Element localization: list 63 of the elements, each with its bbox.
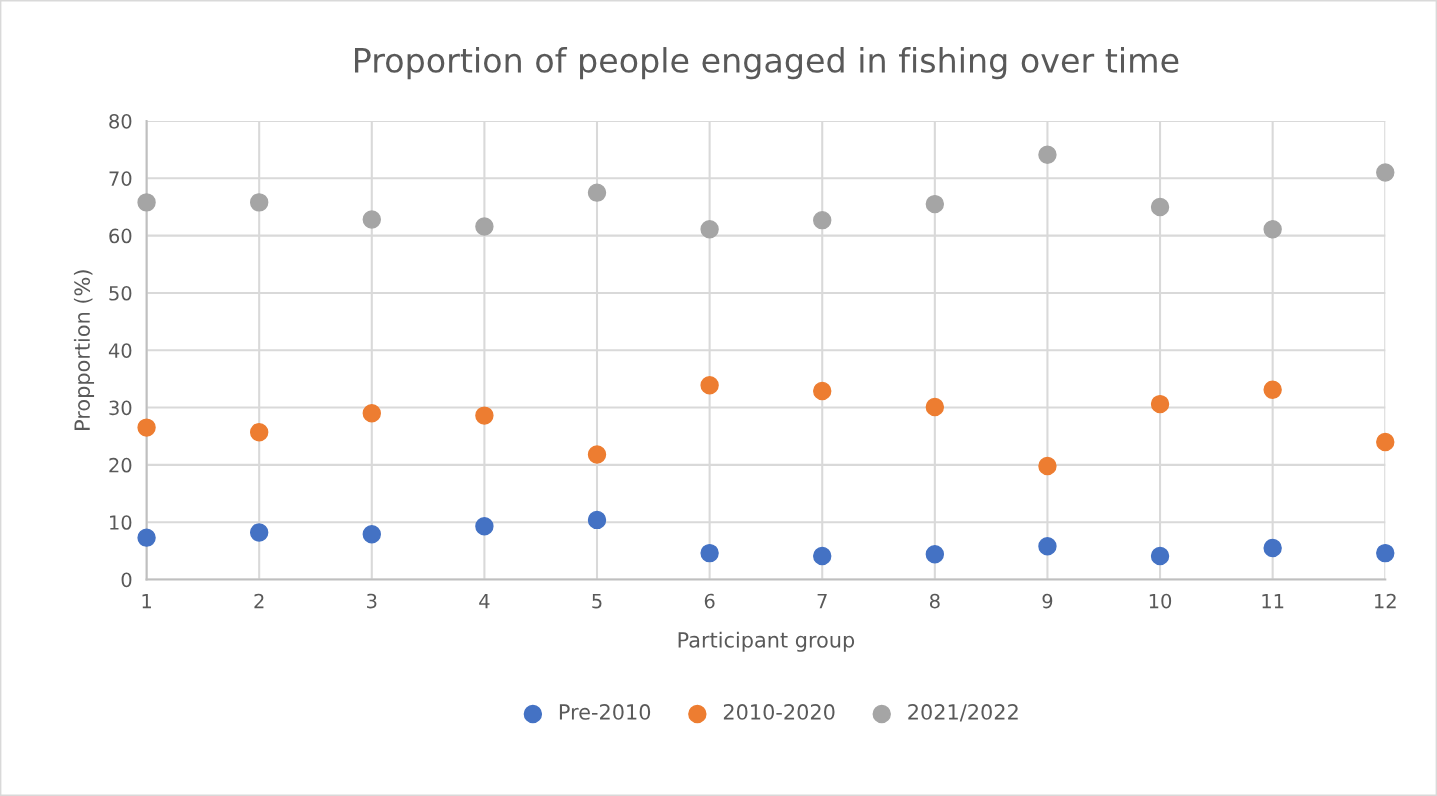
point	[1150, 546, 1170, 566]
y-tick-label: 50	[109, 285, 132, 301]
point	[700, 375, 719, 395]
x-tick-label: 8	[929, 593, 940, 609]
point	[925, 545, 945, 564]
x-tick-label: 4	[479, 593, 490, 609]
point	[475, 516, 494, 536]
y-tick-label: 20	[109, 457, 132, 473]
y-tick-label: 30	[109, 400, 132, 416]
point	[1376, 543, 1395, 563]
x-tick-label: 11	[1262, 593, 1284, 609]
point	[1263, 220, 1282, 239]
point	[249, 523, 269, 542]
x-axis-title: Participant group	[678, 631, 855, 652]
point	[362, 210, 381, 229]
point	[813, 210, 832, 230]
point	[475, 406, 494, 425]
point	[925, 397, 945, 417]
x-tick-label: 1	[142, 593, 151, 609]
y-axis-title: Propportion (%)	[73, 270, 95, 430]
point	[249, 193, 269, 212]
x-tick-label: 3	[367, 593, 377, 609]
legend-label: 2010-2020	[723, 704, 835, 720]
legend-label: 2021/2022	[908, 704, 1018, 722]
y-tick-label: 40	[108, 343, 132, 358]
y-tick-label: 80	[109, 113, 132, 129]
y-tick-label: 0	[121, 572, 132, 588]
point	[700, 543, 719, 563]
point	[1150, 197, 1170, 217]
y-tick-label: 70	[109, 171, 132, 186]
point	[362, 525, 381, 544]
x-tick-label: 2	[254, 593, 264, 609]
x-tick-label: 5	[592, 593, 602, 609]
point	[813, 381, 832, 401]
point	[137, 528, 156, 547]
legend-label: Pre-2010	[559, 704, 651, 720]
point	[587, 445, 607, 464]
point	[587, 183, 607, 202]
point	[137, 193, 156, 212]
y-tick-label: 10	[110, 515, 132, 530]
x-tick-label: 7	[817, 593, 827, 609]
point	[362, 404, 381, 423]
point	[1150, 394, 1170, 414]
point	[1376, 432, 1395, 452]
x-tick-label: 9	[1042, 593, 1053, 609]
point	[1038, 145, 1057, 165]
x-tick-label: 10	[1149, 593, 1172, 609]
y-tick-label: 60	[109, 228, 132, 244]
point	[1263, 538, 1282, 558]
point	[1038, 537, 1057, 556]
point	[475, 217, 494, 236]
x-tick-label: 6	[704, 593, 715, 609]
point	[249, 422, 269, 442]
point	[700, 220, 719, 239]
point	[1376, 163, 1395, 182]
point	[587, 510, 607, 530]
point	[1263, 380, 1282, 399]
point	[925, 194, 945, 214]
point	[137, 418, 156, 437]
point	[813, 546, 832, 566]
x-tick-label: 12	[1375, 593, 1396, 609]
chart-title: Proportion of people engaged in fishing over time	[355, 47, 1179, 80]
point	[1038, 456, 1057, 476]
